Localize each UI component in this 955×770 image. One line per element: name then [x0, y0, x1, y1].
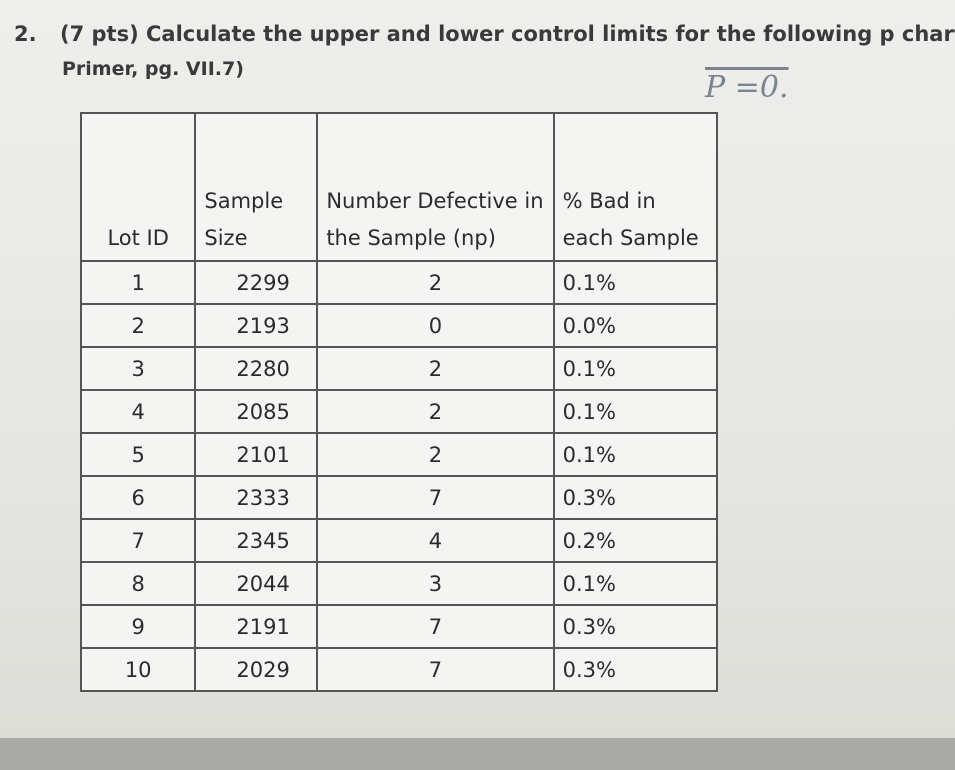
table-row: 6 2333 7 0.3% [79, 475, 719, 520]
table-cell: 2029 [194, 647, 319, 692]
table-cell: 7 [316, 647, 555, 692]
table-cell: 4 [79, 389, 197, 434]
handwritten-note: P =0. [705, 70, 789, 105]
header-row: Lot ID Sample Size Number Defective in the… [79, 112, 719, 262]
table-cell: 2345 [194, 518, 319, 563]
table-cell: 6 [79, 475, 197, 520]
table-cell: 0.2% [552, 518, 719, 563]
question-number: 2. [14, 22, 37, 46]
table-row: 7 2345 4 0.2% [79, 518, 719, 563]
table-cell: 7 [316, 475, 555, 520]
table-cell: 10 [79, 647, 197, 692]
table-row: 8 2044 3 0.1% [79, 561, 719, 606]
header-cell: Number Defective in the Sample (np) [316, 112, 555, 262]
table-cell: 3 [79, 346, 197, 391]
table-cell: 0.0% [552, 303, 719, 348]
question-text: (7 pts) Calculate the upper and lower co… [60, 22, 955, 46]
table-row: 5 2101 2 0.1% [79, 432, 719, 477]
table-cell: 2280 [194, 346, 319, 391]
table-cell: 2193 [194, 303, 319, 348]
question: 2. (7 pts) Calculate the upper and lower … [14, 22, 955, 46]
table-body: 1 2299 2 0.1% 2 2193 0 0.0% 3 2280 2 0.1% 4 2085 2 0.1%… [79, 260, 719, 692]
table-cell: 3 [316, 561, 555, 606]
table-cell: 0.1% [552, 346, 719, 391]
table-row: 4 2085 2 0.1% [79, 389, 719, 434]
data-table: Lot ID Sample Size Number Defective in the… [79, 112, 719, 692]
table-cell: 0.1% [552, 389, 719, 434]
table-row: 1 2299 2 0.1% [79, 260, 719, 305]
table-cell: 4 [316, 518, 555, 563]
header-cell: % Bad in each Sample [552, 112, 719, 262]
table-cell: 2333 [194, 475, 319, 520]
table-cell: 2 [316, 432, 555, 477]
bottom-edge [0, 738, 955, 770]
source: Primer, pg. VII.7) [62, 58, 244, 80]
header-cell: Sample Size [194, 112, 319, 262]
table-row: 9 2191 7 0.3% [79, 604, 719, 649]
table-head: Lot ID Sample Size Number Defective in the… [79, 112, 719, 262]
table-cell: 0 [316, 303, 555, 348]
table-cell: 2 [79, 303, 197, 348]
table-row: 2 2193 0 0.0% [79, 303, 719, 348]
table-row: 3 2280 2 0.1% [79, 346, 719, 391]
table-cell: 2 [316, 260, 555, 305]
table-cell: 2085 [194, 389, 319, 434]
table-cell: 0.3% [552, 647, 719, 692]
table-row: 10 2029 7 0.3% [79, 647, 719, 692]
table-cell: 0.1% [552, 432, 719, 477]
table-cell: 0.3% [552, 475, 719, 520]
table-cell: 7 [316, 604, 555, 649]
table-cell: 8 [79, 561, 197, 606]
table-cell: 0.3% [552, 604, 719, 649]
table-cell: 2299 [194, 260, 319, 305]
table-cell: 2044 [194, 561, 319, 606]
table-cell: 1 [79, 260, 197, 305]
table-cell: 9 [79, 604, 197, 649]
table-cell: 0.1% [552, 260, 719, 305]
table-cell: 0.1% [552, 561, 719, 606]
table-cell: 2191 [194, 604, 319, 649]
table-cell: 2101 [194, 432, 319, 477]
table-cell: 7 [79, 518, 197, 563]
table-cell: 2 [316, 346, 555, 391]
table-cell: 2 [316, 389, 555, 434]
table-cell: 5 [79, 432, 197, 477]
header-cell: Lot ID [79, 112, 197, 262]
